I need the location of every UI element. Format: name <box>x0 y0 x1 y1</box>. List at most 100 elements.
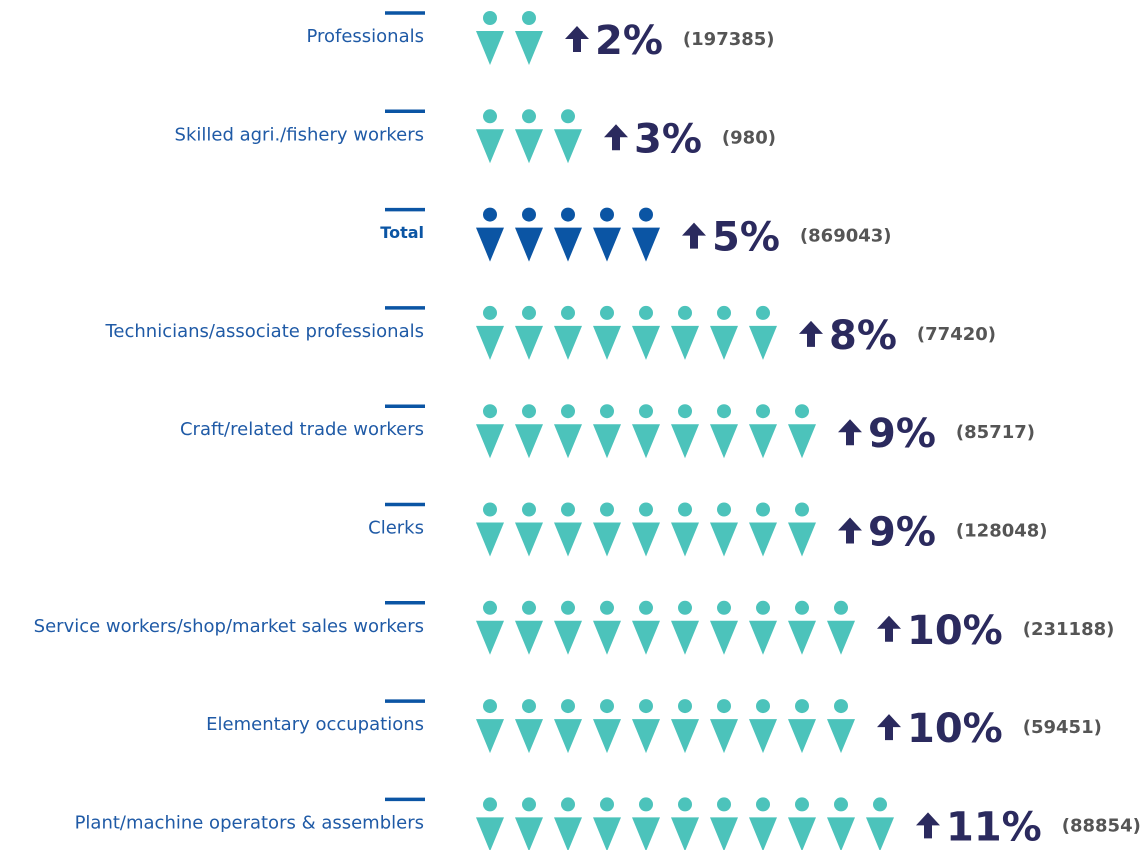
category-label: Clerks <box>368 518 424 539</box>
up-arrow <box>838 419 862 446</box>
person-body <box>632 620 660 655</box>
person-head <box>522 305 536 320</box>
person-body <box>476 424 504 459</box>
person-body <box>710 817 738 850</box>
person-head <box>600 797 614 812</box>
person-head <box>522 11 536 25</box>
category-label: Service workers/shop/market sales worker… <box>34 616 424 637</box>
person-body <box>749 817 777 850</box>
person-body <box>515 227 543 262</box>
person-body <box>749 719 777 754</box>
person-head <box>522 109 536 124</box>
person-body <box>554 719 582 754</box>
person-head <box>522 502 536 517</box>
percent-label: 9% <box>868 510 936 556</box>
person-head <box>600 305 614 320</box>
person-body <box>671 522 699 557</box>
person-body <box>827 620 855 655</box>
person-head <box>639 699 653 714</box>
icon-group <box>476 404 816 459</box>
count-label: (869043) <box>800 226 892 247</box>
person-head <box>756 404 770 419</box>
person-body <box>554 227 582 262</box>
icon-group <box>476 109 582 164</box>
person-head <box>639 305 653 320</box>
person-head <box>600 404 614 419</box>
percent-label: 3% <box>634 116 702 162</box>
person-body <box>632 325 660 360</box>
person-body <box>554 129 582 164</box>
person-body <box>710 325 738 360</box>
count-label: (231188) <box>1023 619 1115 640</box>
person-head <box>639 797 653 812</box>
person-body <box>554 424 582 459</box>
person-body <box>710 522 738 557</box>
person-head <box>561 404 575 419</box>
person-head <box>483 404 497 419</box>
person-body <box>593 424 621 459</box>
icon-group <box>476 207 660 262</box>
percent-label: 11% <box>946 804 1042 850</box>
person-body <box>671 817 699 850</box>
icon-group <box>476 797 894 850</box>
person-body <box>632 424 660 459</box>
person-head <box>522 600 536 615</box>
person-body <box>515 817 543 850</box>
person-head <box>678 600 692 615</box>
up-arrow <box>565 26 589 52</box>
icon-group <box>476 11 543 65</box>
person-head <box>834 797 848 812</box>
count-label: (88854) <box>1062 815 1141 836</box>
person-body <box>749 325 777 360</box>
person-body <box>593 817 621 850</box>
up-arrow <box>682 222 706 249</box>
person-head <box>678 502 692 517</box>
percent-label: 10% <box>907 706 1003 752</box>
person-body <box>632 522 660 557</box>
person-head <box>795 600 809 615</box>
person-body <box>671 719 699 754</box>
person-body <box>476 227 504 262</box>
person-body <box>593 522 621 557</box>
person-body <box>515 620 543 655</box>
person-head <box>483 699 497 714</box>
person-head <box>522 404 536 419</box>
category-label: Plant/machine operators & assemblers <box>75 812 424 833</box>
icon-group <box>476 699 855 754</box>
person-body <box>554 522 582 557</box>
up-arrow <box>799 320 823 347</box>
person-head <box>717 699 731 714</box>
category-label: Skilled agri./fishery workers <box>175 124 424 145</box>
count-label: (980) <box>722 127 776 148</box>
person-body <box>515 31 543 65</box>
category-label: Professionals <box>306 26 424 47</box>
person-body <box>866 817 894 850</box>
person-head <box>561 207 575 222</box>
person-head <box>483 305 497 320</box>
person-body <box>827 719 855 754</box>
person-head <box>639 404 653 419</box>
person-head <box>522 207 536 222</box>
person-body <box>476 620 504 655</box>
person-body <box>515 129 543 164</box>
person-body <box>788 424 816 459</box>
person-body <box>788 522 816 557</box>
person-body <box>476 325 504 360</box>
percent-label: 5% <box>712 215 780 261</box>
count-label: (59451) <box>1023 717 1102 738</box>
person-body <box>671 424 699 459</box>
person-head <box>717 502 731 517</box>
person-head <box>600 207 614 222</box>
person-body <box>593 325 621 360</box>
percent-label: 9% <box>868 411 936 457</box>
person-head <box>795 699 809 714</box>
person-head <box>717 600 731 615</box>
icon-group <box>476 305 777 360</box>
person-head <box>678 699 692 714</box>
person-body <box>671 620 699 655</box>
category-label: Craft/related trade workers <box>180 419 424 440</box>
person-head <box>561 600 575 615</box>
person-body <box>476 719 504 754</box>
person-head <box>483 797 497 812</box>
